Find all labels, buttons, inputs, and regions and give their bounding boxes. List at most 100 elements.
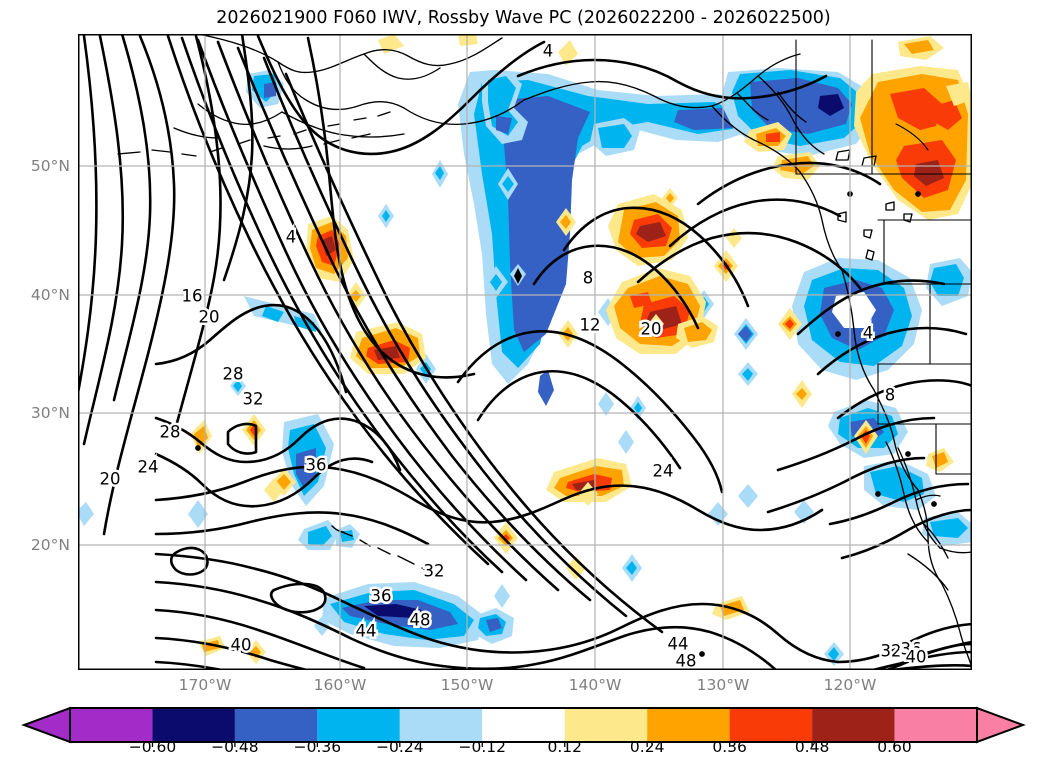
colorbar-tick-label: −0.24	[376, 738, 424, 756]
contour-label: 32	[243, 390, 264, 409]
colorbar-segment[interactable]	[482, 708, 565, 742]
contour-label-halo: 20	[199, 308, 220, 327]
contour-label: 8	[885, 386, 896, 405]
map-plot-area: 4 4 4 4 8 8 12 12 20 20 16 16 20 20 28 28 32 32 28 28 24 24 20…	[78, 34, 972, 670]
colorbar-tick-label: 0.24	[629, 738, 665, 756]
contour-label-halo: 40	[231, 636, 252, 655]
contour-label: 4	[543, 42, 554, 61]
colorbar-segment[interactable]	[399, 708, 483, 742]
contour-label-halo: 32	[243, 390, 264, 409]
colorbar-segment[interactable]	[894, 708, 977, 742]
x-tick-120w: 120°W	[823, 676, 877, 694]
colorbar-segment[interactable]	[564, 708, 648, 742]
map-frame	[78, 34, 972, 670]
colorbar-ticks	[151, 742, 896, 747]
colorbar-outline	[69, 707, 978, 743]
colorbar-segment[interactable]	[152, 708, 235, 742]
colorbar-segments[interactable]	[21, 706, 1026, 744]
contour-label-halo: 16	[182, 287, 203, 306]
contour-label-halo: 48	[676, 652, 697, 671]
contour-label-halo: 4	[286, 228, 297, 247]
colorbar-segment[interactable]	[729, 708, 813, 742]
contour-label: 36	[371, 587, 392, 606]
contour-label-halo: 32	[424, 562, 445, 581]
contour-label: 8	[583, 269, 594, 288]
contour-label: 36	[306, 456, 327, 475]
contour-label: 40	[231, 636, 252, 655]
contour-label-halo: 32	[881, 642, 902, 661]
x-tick-140w: 140°W	[568, 676, 622, 694]
contour-label-halo: 4	[863, 324, 874, 343]
colorbar-under-arrow[interactable]	[21, 706, 71, 744]
colorbar-over-arrow[interactable]	[976, 706, 1026, 744]
colorbar-tick-label: −0.60	[128, 738, 177, 756]
contour-label-halo: 8	[885, 386, 896, 405]
y-tick-50n: 50°N	[30, 157, 70, 175]
colorbar-segment[interactable]	[234, 708, 318, 742]
colorbar-segment[interactable]	[317, 708, 400, 742]
contour-label-halo: 24	[138, 458, 159, 477]
contour-label: 28	[160, 423, 181, 442]
x-tick-170w: 170°W	[178, 676, 232, 694]
contour-label: 48	[676, 652, 697, 671]
y-tick-20n: 20°N	[30, 536, 70, 554]
contour-label: 32	[424, 562, 445, 581]
contour-label-halo: 44	[668, 635, 689, 654]
contour-label: 40	[906, 648, 927, 667]
page-title: 2026021900 F060 IWV, Rossby Wave PC (202…	[216, 8, 831, 28]
contour-label-halo: 36	[371, 587, 392, 606]
colorbar-tick-label: −0.12	[458, 738, 507, 756]
contour-label-halo: 20	[641, 320, 662, 339]
colorbar-tick-label: −0.48	[211, 738, 259, 756]
contour-label-halo: 40	[906, 648, 927, 667]
contour-label: 44	[668, 635, 689, 654]
contour-label: 24	[138, 458, 159, 477]
contour-label: 16	[182, 287, 203, 306]
colorbar-container[interactable]: −0.60 −0.48 −0.36 −0.24 −0.12 0.12 0.24 0.36 0.4…	[0, 700, 1047, 765]
contour-label: 20	[100, 470, 121, 489]
contour-label-halo: 4	[543, 42, 554, 61]
contour-label-halo: 8	[583, 269, 594, 288]
contour-label-halo: 28	[223, 365, 244, 384]
colorbar-segment[interactable]	[812, 708, 895, 742]
x-axis-labels: 170°W 160°W 150°W 140°W 130°W 120°W	[0, 670, 1047, 704]
colorbar-tick-label: 0.12	[547, 738, 582, 756]
contour-label: 12	[580, 316, 601, 335]
y-tick-40n: 40°N	[30, 286, 70, 304]
contour-label-halo: 36	[306, 456, 327, 475]
x-tick-150w: 150°W	[440, 676, 494, 694]
contour-label: 48	[410, 611, 431, 630]
contour-label-halo: 28	[160, 423, 181, 442]
contour-label-halo: 44	[356, 622, 377, 641]
contour-label: 20	[641, 320, 662, 339]
y-axis-labels: 50°N 40°N 30°N 20°N	[0, 34, 78, 670]
contour-label-halo: 24	[653, 462, 674, 481]
y-tick-30n: 30°N	[30, 404, 70, 422]
contour-label: 36	[901, 640, 922, 659]
contour-label: 32	[881, 642, 902, 661]
contour-label: 28	[223, 365, 244, 384]
colorbar-tick-label: 0.48	[794, 738, 830, 756]
contour-label: 4	[863, 324, 874, 343]
colorbar-segment[interactable]	[70, 708, 153, 742]
colorbar-tick-label: 0.36	[712, 738, 747, 756]
contour-label: 24	[653, 462, 674, 481]
contour-label: 44	[356, 622, 377, 641]
contour-label-halo: 12	[580, 316, 601, 335]
map-gridlines	[78, 34, 972, 670]
contour-label: 4	[286, 228, 297, 247]
x-tick-130w: 130°W	[696, 676, 750, 694]
contour-label-halo: 20	[100, 470, 121, 489]
coastlines	[117, 34, 972, 669]
contour-label: 20	[199, 308, 220, 327]
colorbar-tick-label: 0.60	[877, 738, 912, 756]
contour-label-halo: 36	[901, 640, 922, 659]
colorbar-tick-label: −0.36	[293, 738, 342, 756]
colorbar-svg[interactable]	[0, 700, 1047, 765]
contour-label-halo: 48	[410, 611, 431, 630]
colorbar-segment[interactable]	[647, 708, 730, 742]
x-tick-160w: 160°W	[313, 676, 367, 694]
